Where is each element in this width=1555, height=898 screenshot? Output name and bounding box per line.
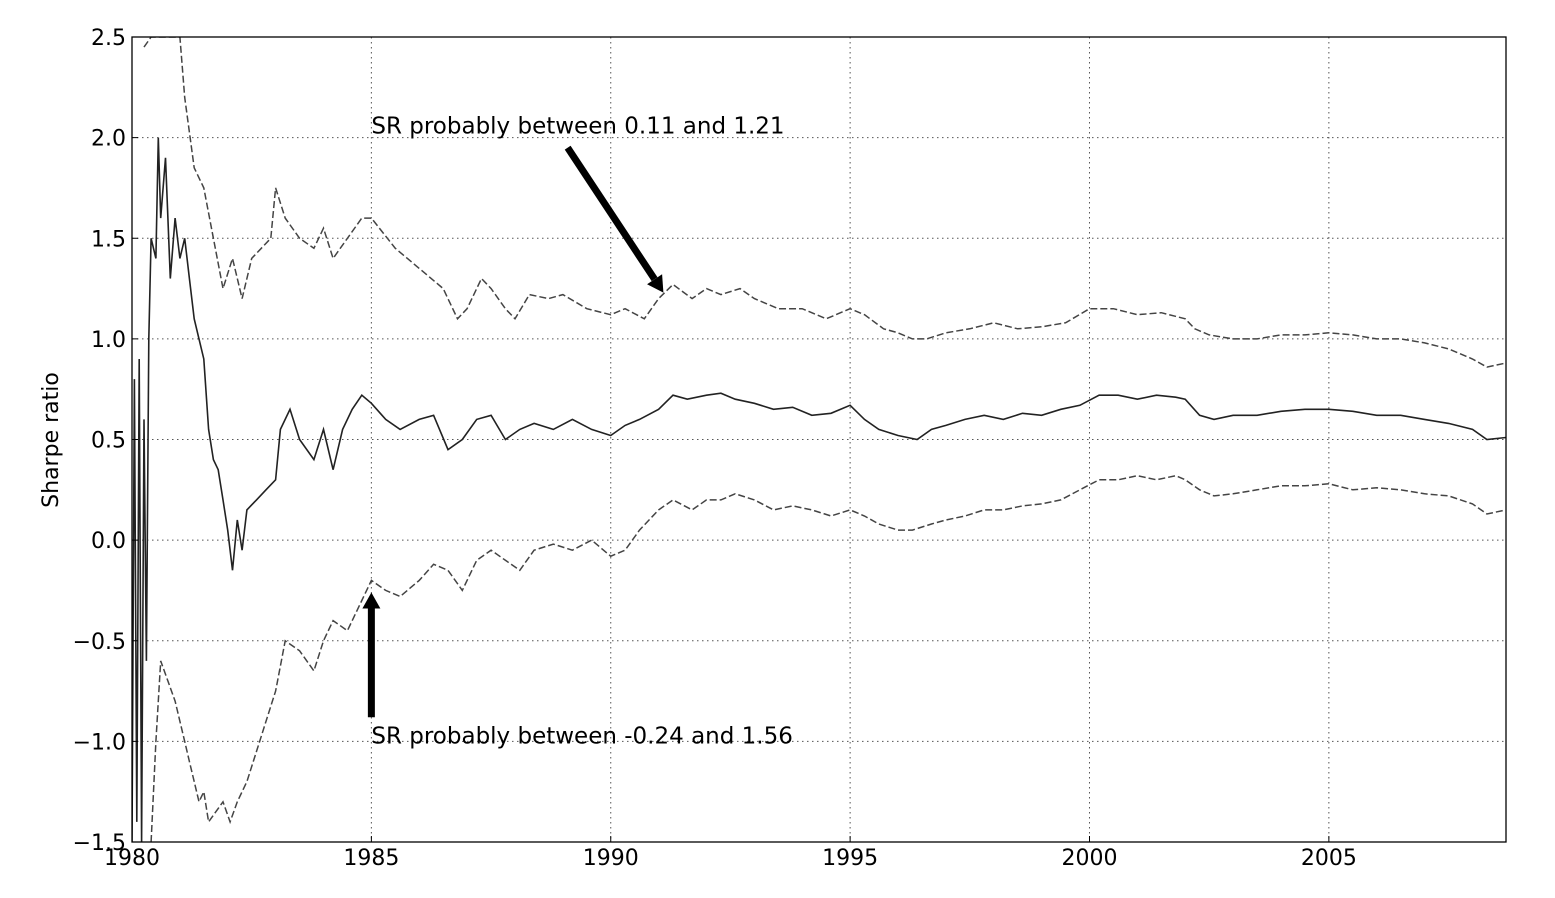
annotation-arrow-head (647, 274, 664, 293)
x-tick-label: 2000 (1061, 846, 1117, 871)
annotation-text: SR probably between 0.11 and 1.21 (371, 114, 784, 140)
x-tick-label: 1985 (343, 846, 399, 871)
x-tick-label: 2005 (1301, 846, 1357, 871)
annotation-arrow-shaft (564, 145, 658, 282)
y-tick-label: −1.5 (73, 831, 126, 856)
annotation-text: SR probably between -0.24 and 1.56 (371, 723, 793, 749)
y-tick-label: 1.5 (91, 227, 126, 252)
y-tick-label: 0.0 (91, 529, 126, 554)
y-tick-label: 2.5 (91, 26, 126, 51)
x-tick-label: 1990 (583, 846, 639, 871)
tick-labels: 1980 1985 1990 1995 2000 2005 −1.5 −1.0 −0.5 0.0 0… (73, 26, 1357, 871)
annotation-arrow-head (362, 592, 381, 609)
y-tick-label: 0.5 (91, 429, 126, 454)
series-layer (132, 37, 1506, 842)
x-tick-label: 1995 (822, 846, 878, 871)
y-tick-label: −0.5 (73, 630, 126, 655)
band-series-line (150, 474, 1506, 842)
grid-lines (131, 36, 1506, 843)
y-axis-title: Sharpe ratio (39, 372, 64, 508)
y-tick-label: −1.0 (73, 730, 126, 755)
y-tick-label: 1.0 (91, 328, 126, 353)
mid-series-line (132, 137, 1506, 842)
band-series-line (143, 37, 1506, 368)
y-tick-label: 2.0 (91, 127, 126, 152)
x-tick-label: 1980 (104, 846, 160, 871)
annotations: SR probably between 0.11 and 1.21 SR prob… (362, 114, 793, 749)
